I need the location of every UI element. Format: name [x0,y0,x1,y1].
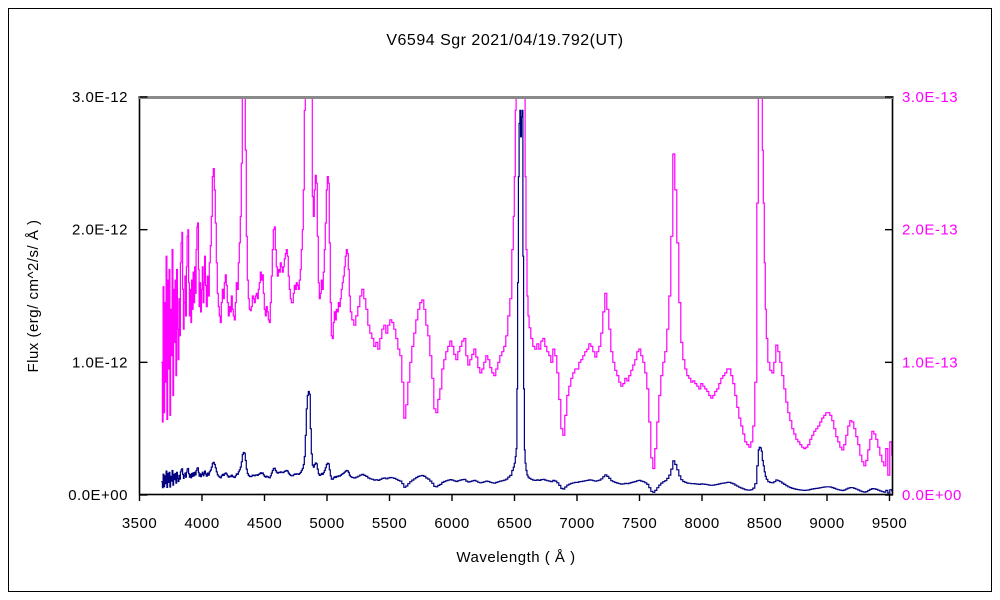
x-tick-label: 5500 [372,515,407,532]
y-axis-label: Flux (erg/ cm^2/s/ Å ) [25,219,42,372]
y-left-tick-label: 3.0E-12 [72,89,128,106]
x-tick-label: 6500 [497,515,532,532]
x-tick-label: 8500 [747,515,782,532]
y-right-tick-labels: 0.0E+00 1.0E-13 2.0E-13 3.0E-13 [902,89,962,504]
y-right-tick-label: 0.0E+00 [902,487,962,504]
x-tick-label: 3500 [122,515,157,532]
y-left-tick-label: 2.0E-12 [72,222,128,239]
x-tick-label: 7000 [559,515,594,532]
y-right-tick-label: 1.0E-13 [902,354,958,371]
spectrum-trace-magenta-x10 [161,97,893,476]
x-tick-label: 9000 [809,515,844,532]
spectrum-trace-navy [161,109,893,494]
x-axis-tick-labels: 3500 4000 4500 5000 5500 6000 6500 7000 7500 8000… [122,515,907,532]
x-tick-label: 4000 [184,515,219,532]
figure-border [8,8,992,592]
y-right-tick-label: 3.0E-13 [902,89,958,106]
y-right-tick-label: 2.0E-13 [902,222,958,239]
y-left-tick-labels: 0.0E+00 1.0E-12 2.0E-12 3.0E-12 [68,89,128,504]
x-tick-label: 9500 [872,515,907,532]
chart-title: V6594 Sgr 2021/04/19.792(UT) [386,32,623,49]
plot-area [161,97,893,494]
x-axis-label: Wavelength ( Å ) [456,549,575,566]
x-tick-label: 6000 [434,515,469,532]
x-tick-label: 7500 [622,515,657,532]
y-left-tick-label: 0.0E+00 [68,487,128,504]
tick-marks [138,96,893,501]
x-tick-label: 4500 [247,515,282,532]
y-left-tick-label: 1.0E-12 [72,354,128,371]
x-tick-label: 8000 [684,515,719,532]
x-tick-label: 5000 [309,515,344,532]
